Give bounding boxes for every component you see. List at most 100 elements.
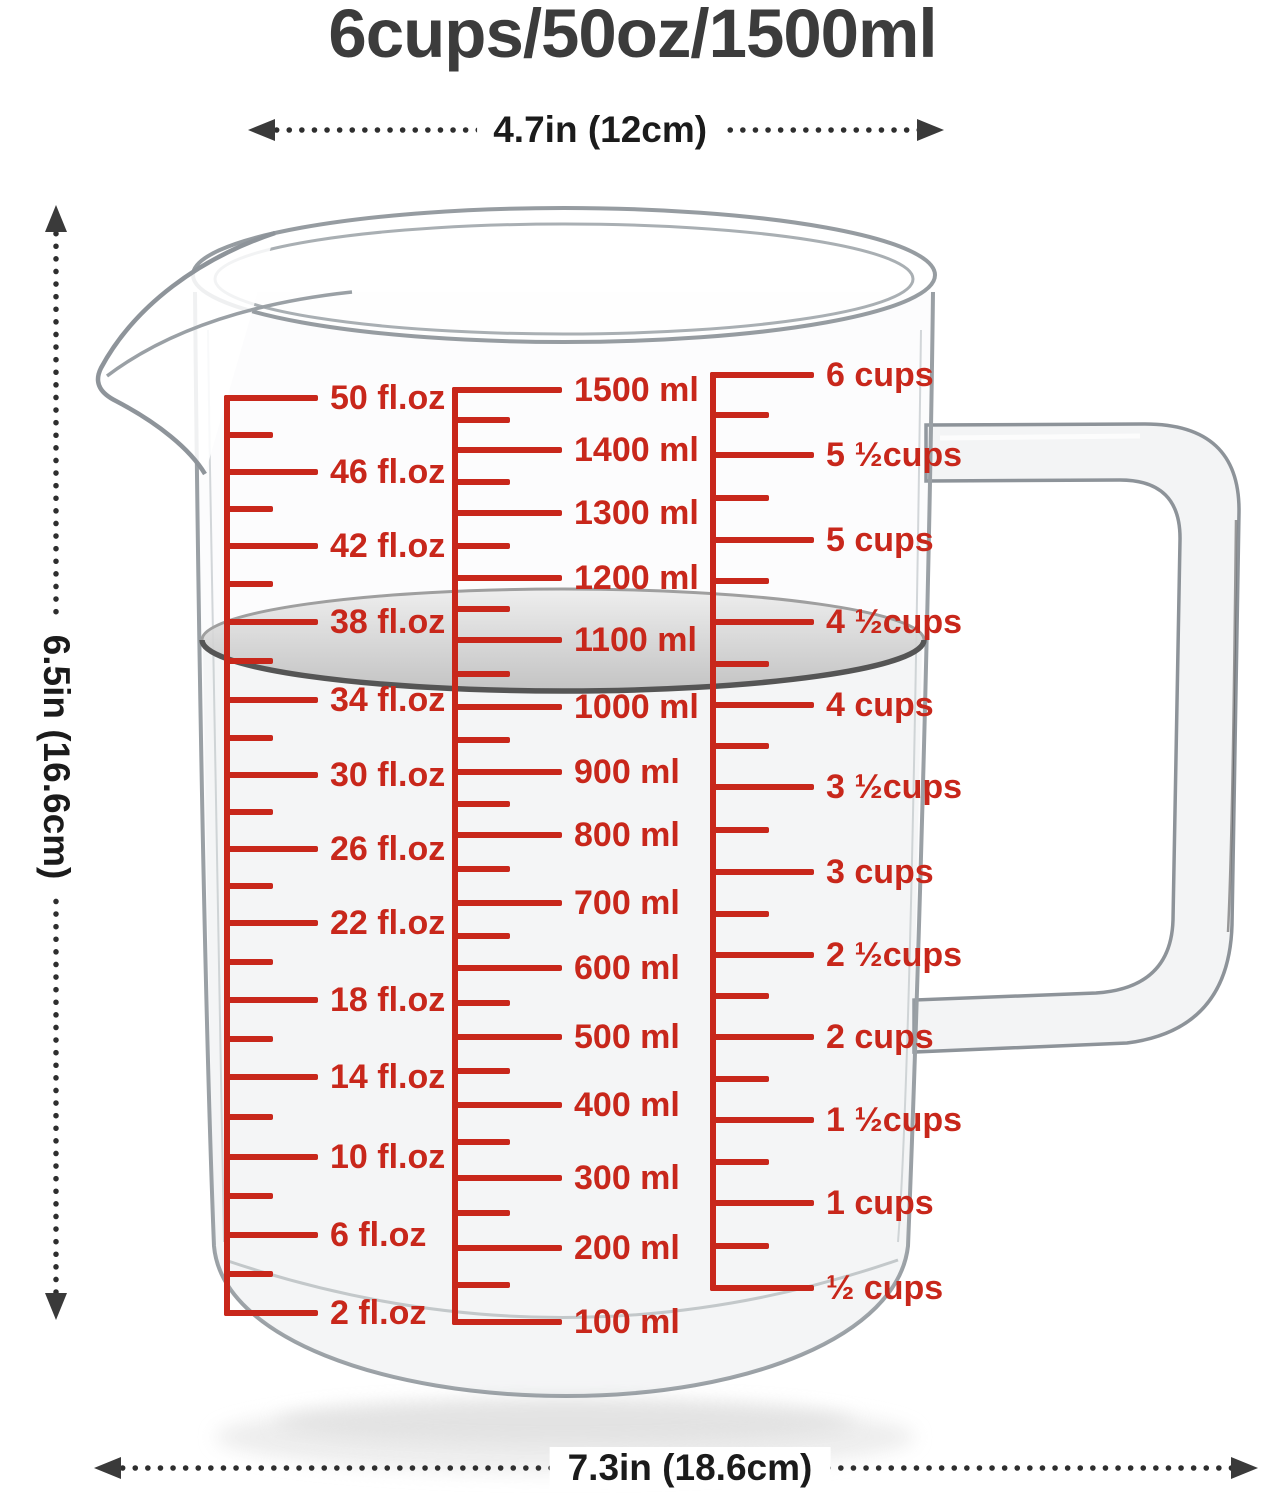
bottom-width-label: 7.3in (18.6cm) [549,1447,831,1489]
ml-label: 800 ml [574,816,680,854]
ml-major-tick [452,900,562,906]
cups-label: 5 ½cups [826,436,963,474]
water-surface-front-edge [199,639,927,694]
ml-minor-tick [452,478,510,485]
spout-inner-fold [105,290,353,378]
spout-outer-edge [95,230,276,476]
floz-label: 38 fl.oz [330,603,446,641]
ml-minor-tick [452,606,510,612]
ml-major-tick [452,769,562,775]
floz-major-tick [224,543,318,549]
floz-major-tick [224,395,318,401]
floz-minor-tick [224,1193,273,1199]
floz-label: 22 fl.oz [330,904,446,942]
ml-major-tick [452,1175,562,1181]
ml-minor-tick [452,999,510,1006]
handle-shadow-line [1226,519,1238,933]
top-width-dimension: 4.7in (12cm) [248,109,944,151]
ml-major-tick [452,965,562,971]
cups-major-tick [710,1117,814,1123]
cups-label: 5 cups [826,521,934,559]
ml-major-tick [452,1102,562,1108]
arrowhead-left-icon [94,1457,121,1479]
floz-major-tick [224,469,318,475]
left-height-dimension: 6.5in (16.6cm) [35,205,77,1320]
ml-minor-tick [452,1282,510,1288]
ml-major-tick [452,510,562,516]
floz-minor-tick [224,432,273,438]
floz-label: 34 fl.oz [330,681,446,719]
floz-major-tick [224,920,318,926]
floz-label: 30 fl.oz [330,756,446,794]
ml-major-tick [452,1245,562,1251]
handle [912,422,1241,1054]
arrowhead-right-icon [1231,1457,1258,1479]
cups-minor-tick [710,743,769,749]
ml-label: 600 ml [574,949,680,987]
cups-label: 6 cups [826,356,934,394]
cups-minor-tick [710,826,769,833]
ml-minor-tick [452,1068,510,1074]
handle-highlight [939,433,1141,441]
cups-major-tick [710,1285,814,1291]
ml-minor-tick [452,736,510,743]
floz-major-tick [224,1310,318,1316]
arrowhead-down-icon [45,1293,67,1320]
floz-major-tick [224,772,318,778]
cups-minor-tick [710,910,769,917]
ml-major-tick [452,832,562,838]
cups-minor-tick [710,412,769,418]
cups-label: 1 ½cups [826,1101,963,1139]
ml-minor-tick [452,932,510,939]
cups-minor-tick [710,993,769,999]
ml-minor-tick [452,542,510,549]
ml-scale-line [452,387,458,1325]
floz-label: 50 fl.oz [330,379,446,417]
floz-major-tick [224,846,318,852]
cups-label: 1 cups [826,1184,934,1222]
cups-major-tick [710,372,814,378]
ml-label: 200 ml [574,1229,680,1267]
ml-label: 1000 ml [574,688,699,726]
floz-label: 18 fl.oz [330,981,446,1019]
cups-label: 3 ½cups [826,768,963,806]
cups-label: 2 ½cups [826,936,963,974]
page-title: 6cups/50oz/1500ml [328,0,937,72]
floz-minor-tick [224,1114,273,1120]
ml-label: 400 ml [574,1086,680,1124]
cups-major-tick [710,952,814,958]
ml-label: 1400 ml [574,431,699,469]
floz-label: 6 fl.oz [330,1216,427,1254]
floz-major-tick [224,1074,318,1080]
ml-label: 1300 ml [574,494,699,532]
inner-wall-right [897,329,922,1243]
ml-major-tick [452,1034,562,1040]
cups-minor-tick [710,494,769,501]
cups-major-tick [710,869,814,875]
floz-major-tick [224,697,318,703]
floz-minor-tick [224,658,273,664]
water-body [203,645,922,1396]
floz-minor-tick [224,1035,273,1042]
cups-major-tick [710,452,814,458]
top-width-arrow [248,119,944,141]
floz-label: 26 fl.oz [330,830,446,868]
left-height-label: 6.5in (16.6cm) [35,618,77,896]
floz-major-tick [224,619,318,625]
cups-label: 3 cups [826,853,934,891]
ml-minor-tick [452,1138,510,1145]
cups-major-tick [710,702,814,708]
arrowhead-left-icon [248,119,275,141]
handle-outline [912,422,1241,1054]
cups-major-tick [710,619,814,625]
floz-minor-tick [224,958,273,965]
ml-label: 500 ml [574,1018,680,1056]
cups-major-tick [710,1034,814,1040]
ml-major-tick [452,637,562,643]
cups-major-tick [710,1200,814,1206]
cups-major-tick [710,537,814,543]
floz-minor-tick [224,506,273,512]
ml-minor-tick [452,417,510,423]
